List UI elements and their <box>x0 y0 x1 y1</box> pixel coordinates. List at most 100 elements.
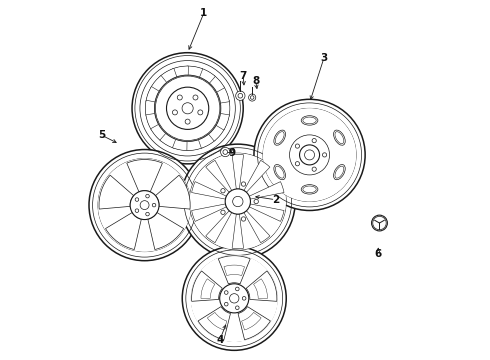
Text: 8: 8 <box>252 76 259 86</box>
Circle shape <box>180 144 295 259</box>
Text: 5: 5 <box>98 130 105 140</box>
Circle shape <box>248 94 256 101</box>
Wedge shape <box>192 204 226 221</box>
Circle shape <box>152 203 156 207</box>
Ellipse shape <box>334 165 345 180</box>
Wedge shape <box>242 312 261 330</box>
Wedge shape <box>99 175 134 209</box>
Wedge shape <box>201 279 215 298</box>
Ellipse shape <box>301 185 318 194</box>
Circle shape <box>290 135 330 175</box>
Wedge shape <box>209 125 224 141</box>
Text: 3: 3 <box>320 53 327 63</box>
Circle shape <box>89 149 200 261</box>
Circle shape <box>371 215 388 231</box>
Circle shape <box>295 144 299 148</box>
Wedge shape <box>224 265 245 276</box>
Text: 1: 1 <box>200 8 207 18</box>
Circle shape <box>236 287 239 291</box>
Circle shape <box>172 110 177 115</box>
Ellipse shape <box>335 166 344 178</box>
Circle shape <box>233 196 243 207</box>
Ellipse shape <box>275 132 284 144</box>
Wedge shape <box>198 68 215 83</box>
Wedge shape <box>220 100 230 116</box>
Circle shape <box>242 297 246 300</box>
Wedge shape <box>206 160 232 192</box>
Circle shape <box>305 150 315 160</box>
Ellipse shape <box>303 186 316 193</box>
Circle shape <box>241 182 245 186</box>
Circle shape <box>223 150 228 154</box>
Wedge shape <box>160 134 177 148</box>
Circle shape <box>221 210 225 215</box>
Circle shape <box>193 95 198 100</box>
Circle shape <box>191 255 278 342</box>
Circle shape <box>299 145 319 165</box>
Wedge shape <box>206 211 232 243</box>
Wedge shape <box>246 271 277 301</box>
Wedge shape <box>238 307 270 340</box>
Wedge shape <box>172 139 188 150</box>
Circle shape <box>238 93 243 98</box>
Circle shape <box>140 201 149 210</box>
Text: 4: 4 <box>216 334 223 345</box>
Text: 9: 9 <box>229 148 236 158</box>
Circle shape <box>250 96 254 99</box>
Ellipse shape <box>301 116 318 125</box>
Circle shape <box>221 189 225 193</box>
Circle shape <box>167 87 209 129</box>
Wedge shape <box>146 100 155 116</box>
Wedge shape <box>150 76 167 92</box>
Circle shape <box>295 162 299 166</box>
Wedge shape <box>232 154 244 189</box>
Wedge shape <box>160 68 177 83</box>
Wedge shape <box>198 307 230 340</box>
Ellipse shape <box>335 132 344 144</box>
Wedge shape <box>148 212 184 249</box>
Circle shape <box>224 302 228 306</box>
Circle shape <box>254 199 258 204</box>
Circle shape <box>263 108 356 202</box>
Ellipse shape <box>274 165 286 180</box>
Ellipse shape <box>274 130 286 145</box>
Wedge shape <box>249 182 284 199</box>
Circle shape <box>220 147 230 157</box>
Circle shape <box>177 95 182 100</box>
Text: 7: 7 <box>240 71 247 81</box>
Wedge shape <box>146 113 159 130</box>
Circle shape <box>146 194 149 198</box>
Circle shape <box>135 209 139 212</box>
Circle shape <box>241 217 245 221</box>
Circle shape <box>98 158 191 252</box>
Circle shape <box>322 153 327 157</box>
Ellipse shape <box>275 166 284 178</box>
Wedge shape <box>105 212 141 249</box>
Wedge shape <box>232 214 244 248</box>
Circle shape <box>236 91 245 100</box>
Wedge shape <box>216 113 229 130</box>
Circle shape <box>220 284 249 313</box>
Wedge shape <box>207 312 227 330</box>
Circle shape <box>312 167 317 171</box>
Circle shape <box>236 306 239 310</box>
Wedge shape <box>192 271 222 301</box>
Circle shape <box>130 191 159 220</box>
Wedge shape <box>244 211 270 243</box>
Ellipse shape <box>334 130 345 145</box>
Text: 2: 2 <box>272 195 279 205</box>
Circle shape <box>135 198 139 201</box>
Circle shape <box>154 75 221 141</box>
Circle shape <box>182 103 193 114</box>
Text: 6: 6 <box>374 248 381 258</box>
Wedge shape <box>254 279 268 298</box>
Circle shape <box>224 291 228 294</box>
Wedge shape <box>249 204 284 221</box>
Wedge shape <box>150 125 167 141</box>
Wedge shape <box>192 182 226 199</box>
Circle shape <box>146 212 149 216</box>
Wedge shape <box>146 86 159 103</box>
Wedge shape <box>244 160 270 192</box>
Wedge shape <box>187 66 203 77</box>
Wedge shape <box>198 134 215 148</box>
